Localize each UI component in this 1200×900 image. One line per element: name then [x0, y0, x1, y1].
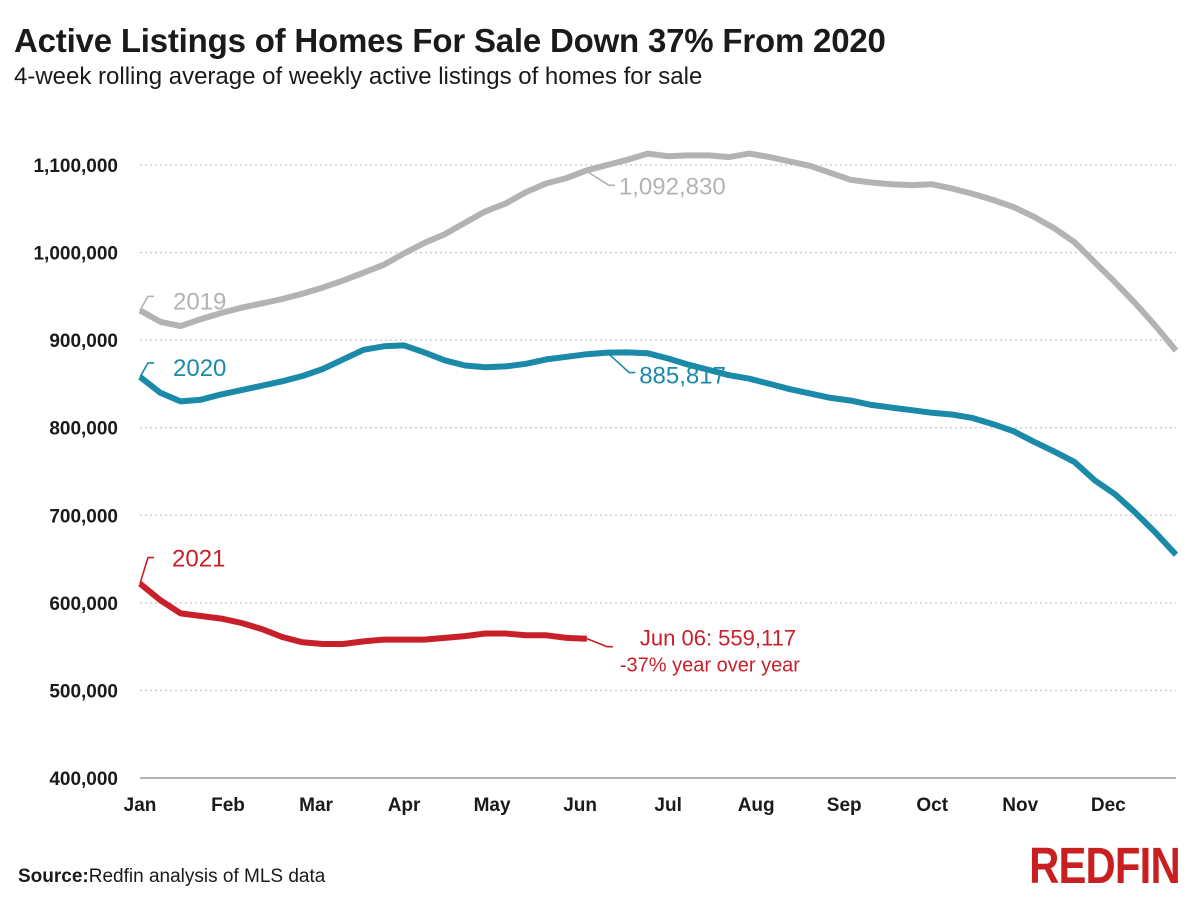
x-tick-label: Feb	[211, 795, 245, 816]
annotation-leader	[586, 637, 613, 648]
y-tick-label: 800,000	[49, 419, 118, 440]
x-tick-label: May	[474, 795, 511, 816]
annotation-line: 2019	[173, 288, 226, 315]
source-label: Source:	[18, 866, 89, 887]
redfin-logo: REDFIN	[1029, 837, 1181, 894]
x-tick-label: Apr	[388, 795, 421, 816]
y-tick-label: 400,000	[49, 769, 118, 790]
series-line-2020	[138, 342, 1179, 557]
x-tick-label: Mar	[299, 795, 333, 816]
chart-title: Active Listings of Homes For Sale Down 3…	[14, 22, 886, 59]
x-tick-label: Jan	[124, 795, 157, 816]
y-tick-label: 700,000	[49, 506, 118, 527]
annotation-leader	[606, 351, 636, 374]
y-axis: 400,000 500,000 600,000 700,000 800,000 900,0…	[33, 156, 118, 790]
gridlines	[140, 164, 1176, 779]
source-text: Redfin analysis of MLS data	[88, 866, 326, 887]
annotation-line: Jun 06: 559,117	[640, 626, 796, 651]
annotation-2021: 2021	[172, 546, 225, 573]
annotation-line: 2020	[173, 355, 226, 382]
series-line-2021	[138, 581, 588, 647]
annotation-leader	[139, 295, 154, 311]
annotation-2020: 2020	[173, 355, 226, 382]
y-tick-label: 500,000	[49, 681, 118, 702]
x-tick-label: Nov	[1002, 795, 1038, 816]
annotation-2019: 1,092,830	[619, 173, 726, 200]
annotation-2021: Jun 06: 559,117 -37% year over year	[620, 626, 800, 677]
annotation-line: 885,817	[639, 363, 726, 390]
chart-subtitle: 4-week rolling average of weekly active …	[14, 63, 703, 90]
x-tick-label: Oct	[916, 795, 948, 816]
annotation-leader	[586, 170, 615, 187]
x-tick-label: Sep	[827, 795, 862, 816]
x-tick-label: Jul	[654, 795, 681, 816]
annotation-2020: 885,817	[639, 363, 726, 390]
y-tick-label: 900,000	[49, 331, 118, 352]
annotation-leader	[139, 362, 154, 378]
x-tick-label: Dec	[1091, 795, 1126, 816]
series-line-2019	[138, 150, 1179, 353]
y-tick-label: 1,000,000	[33, 244, 118, 265]
annotation-line: 1,092,830	[619, 173, 726, 200]
y-tick-label: 600,000	[49, 594, 118, 615]
x-tick-label: Aug	[738, 795, 775, 816]
y-tick-label: 1,100,000	[33, 156, 118, 177]
annotations: 2019 1,092,830 2020 885,817 2021 Jun 06: 559,…	[139, 170, 800, 677]
annotation-line: -37% year over year	[620, 655, 800, 677]
x-axis: Jan Feb Mar Apr May Jun Jul Aug Sep Oct Nov Dec	[124, 795, 1127, 816]
source-note: Source:Redfin analysis of MLS data	[18, 866, 325, 888]
annotation-leader	[139, 556, 154, 584]
annotation-2019: 2019	[173, 288, 226, 315]
series-group	[138, 150, 1179, 647]
annotation-line: 2021	[172, 546, 225, 573]
x-tick-label: Jun	[563, 795, 597, 816]
